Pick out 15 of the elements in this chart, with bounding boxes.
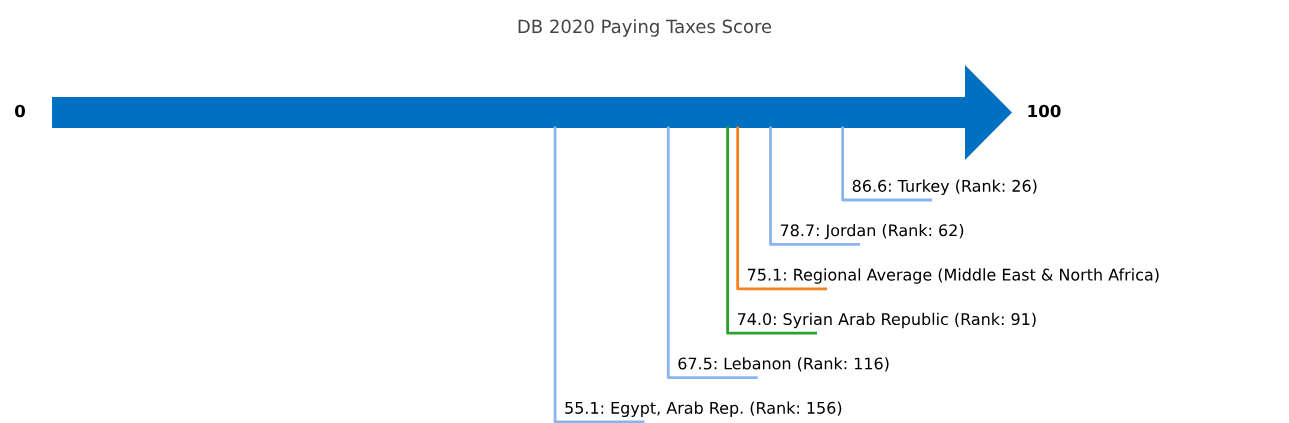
text: 0 xyxy=(15,104,25,118)
text: 100 xyxy=(1028,104,1061,118)
category-label: Egypt, Arab Rep. (Rank: 156) xyxy=(611,401,842,417)
data-label: 75.1: xyxy=(747,268,786,281)
data-label: 86.6: xyxy=(852,179,891,192)
data-label: 67.5: xyxy=(678,357,717,370)
category-label: Syrian Arab Republic (Rank: 91) xyxy=(783,312,1036,329)
category-label: Lebanon (Rank: 116) xyxy=(724,357,889,372)
category-label: Regional Average (Middle East & North Africa) xyxy=(794,268,1159,284)
text: DB 2020 Paying Taxes Score xyxy=(518,19,772,37)
category-label: Turkey (Rank: 26) xyxy=(897,179,1037,195)
data-label: 74.0: xyxy=(737,313,776,326)
category-label: Jordan (Rank: 62) xyxy=(824,223,964,240)
data-label: 55.1: xyxy=(565,402,604,414)
data-label: 78.7: xyxy=(780,224,819,237)
